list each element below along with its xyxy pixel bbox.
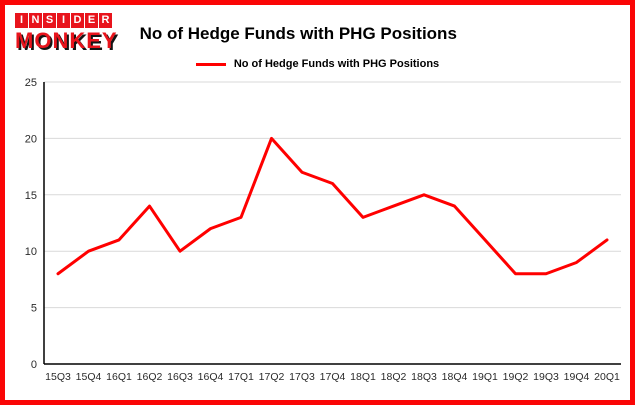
logo-letter-tile: I <box>57 13 70 28</box>
y-tick-label: 20 <box>25 133 37 145</box>
x-tick-label: 16Q1 <box>106 371 132 383</box>
x-tick-label: 18Q3 <box>411 371 437 383</box>
y-tick-label: 15 <box>25 190 37 202</box>
chart-container: 0 5 10 15 20 25 15Q3 15Q4 16Q1 16Q2 16Q3 16Q4 17Q1 17… <box>5 70 630 388</box>
series-line <box>56 136 609 276</box>
x-tick-label: 17Q4 <box>320 371 346 383</box>
x-tick-label: 17Q1 <box>228 371 254 383</box>
y-tick-label: 10 <box>25 246 37 258</box>
x-tick-label: 15Q3 <box>45 371 71 383</box>
legend-label: No of Hedge Funds with PHG Positions <box>233 58 440 70</box>
x-tick-label: 18Q1 <box>350 371 376 383</box>
logo-letter-tile: S <box>43 13 56 28</box>
x-tick-label: 18Q4 <box>442 371 468 383</box>
logo-letter-tile: N <box>29 13 42 28</box>
x-tick-label: 15Q4 <box>76 371 102 383</box>
x-tick-label: 16Q4 <box>198 371 224 383</box>
chart-legend: No of Hedge Funds with PHG Positions <box>5 58 630 70</box>
legend-line-swatch <box>195 62 226 66</box>
x-tick-label: 18Q2 <box>381 371 407 383</box>
x-tick-label: 19Q3 <box>533 371 559 383</box>
y-tick-label: 5 <box>31 303 37 315</box>
x-tick-label: 20Q1 <box>594 371 620 383</box>
logo-letter-tile: D <box>71 13 84 28</box>
page-title: No of Hedge Funds with PHG Positions <box>139 23 457 43</box>
chart-svg: 0 5 10 15 20 25 15Q3 15Q4 16Q1 16Q2 16Q3 16Q4 17Q1 17… <box>25 77 621 383</box>
logo-letter-tile: R <box>99 13 112 28</box>
x-tick-label: 19Q1 <box>472 371 498 383</box>
x-tick-label: 16Q2 <box>137 371 163 383</box>
logo-line2: MONKEY <box>15 28 118 53</box>
x-tick-label: 17Q2 <box>259 371 285 383</box>
x-tick-label: 19Q4 <box>564 371 590 383</box>
x-tick-label: 19Q2 <box>503 371 529 383</box>
x-tick-label: 17Q3 <box>289 371 315 383</box>
x-tick-label: 16Q3 <box>167 371 193 383</box>
y-tick-label: 0 <box>31 359 37 371</box>
logo-letter-tile: E <box>85 13 98 28</box>
logo-letter-tile: I <box>15 13 28 28</box>
y-tick-label: 25 <box>25 77 37 89</box>
